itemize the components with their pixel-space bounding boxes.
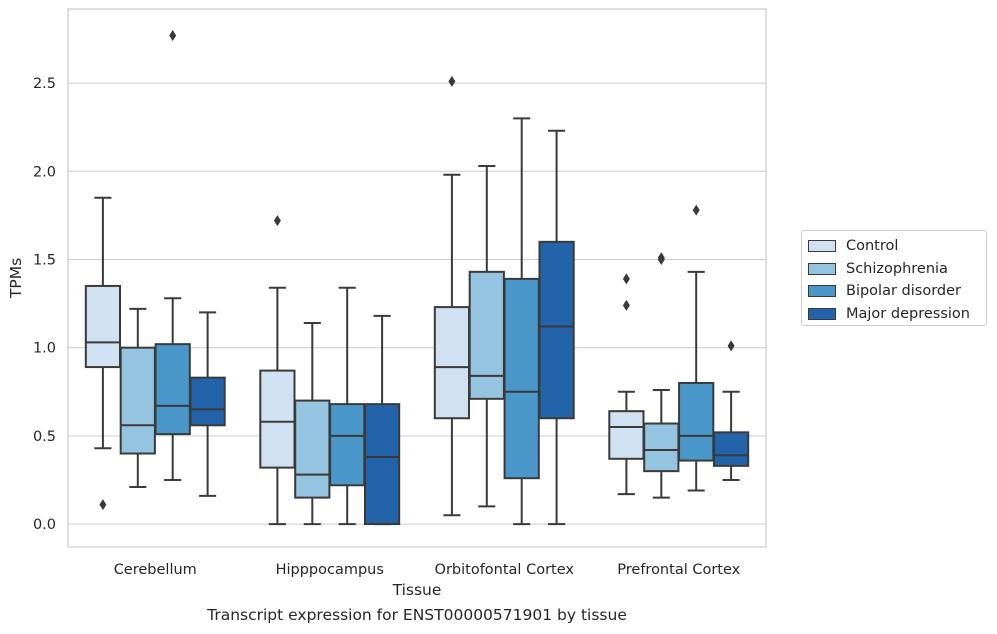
y-axis-label: TPMs: [7, 258, 25, 299]
legend-item-major-depression: Major depression: [802, 303, 986, 326]
box: [329, 403, 366, 487]
legend-swatch-schizophrenia: [808, 262, 836, 275]
box: [363, 403, 401, 526]
box: [538, 240, 575, 420]
x-tick-label: Cerebellum: [114, 562, 197, 578]
box: [643, 422, 680, 473]
box-group: [329, 286, 366, 526]
x-tick-label: Orbitofontal Cortex: [435, 562, 575, 578]
box-group: [712, 340, 750, 481]
box: [189, 376, 226, 427]
outlier-point: [448, 75, 456, 87]
x-tick-label: Hipppocampus: [276, 562, 384, 578]
box-group: [189, 311, 226, 497]
box-group: [259, 215, 296, 526]
box-group: [468, 164, 505, 508]
box-group: [608, 273, 645, 496]
box-marks: [84, 29, 750, 526]
y-tick-label: 0.0: [33, 517, 56, 533]
outlier-point: [273, 215, 281, 227]
x-tick-labels: Cerebellum Hipppocampus Orbitofontal Corte…: [114, 562, 741, 578]
legend-item-schizophrenia: Schizophrenia: [802, 258, 986, 281]
box: [154, 343, 191, 436]
box-group: [643, 252, 680, 499]
y-tick-label: 2.5: [33, 76, 56, 92]
x-axis-label: Tissue: [392, 581, 442, 599]
box: [468, 270, 505, 400]
y-tick-label: 2.0: [33, 164, 56, 180]
box: [503, 277, 540, 480]
box: [119, 346, 156, 455]
outlier-point: [622, 299, 630, 311]
figure-caption: Transcript expression for ENST0000057190…: [207, 606, 627, 624]
legend-label: Schizophrenia: [846, 260, 948, 277]
legend-label: Control: [846, 238, 899, 255]
legend-item-control: Control: [802, 235, 986, 258]
legend-label: Bipolar disorder: [846, 283, 961, 300]
box-group: [119, 307, 156, 489]
box-group: [433, 75, 471, 517]
legend: Control Schizophrenia Bipolar disorder M…: [801, 230, 987, 326]
legend-swatch-major-depression: [808, 307, 836, 320]
outlier-point: [657, 252, 665, 264]
box: [433, 306, 471, 420]
box: [84, 284, 122, 369]
plot-area-frame: [67, 8, 767, 548]
box-group: [503, 117, 540, 526]
legend-item-bipolar-disorder: Bipolar disorder: [802, 280, 986, 303]
y-tick-label: 0.5: [33, 429, 56, 445]
outlier-point: [622, 273, 630, 285]
x-tick-label: Prefrontal Cortex: [617, 562, 740, 578]
box-group: [363, 314, 401, 526]
legend-label: Major depression: [846, 305, 970, 322]
box-group: [678, 204, 715, 492]
y-tick-labels: 0.0 0.5 1.0 1.5 2.0 2.5: [33, 76, 56, 533]
y-tick-label: 1.0: [33, 341, 56, 357]
legend-swatch-bipolar-disorder: [808, 285, 836, 298]
box-group: [294, 321, 331, 526]
outlier-point: [169, 29, 177, 41]
outlier-point: [99, 499, 107, 511]
box: [678, 381, 715, 462]
y-tick-label: 1.5: [33, 252, 56, 268]
outlier-point: [727, 340, 735, 352]
box-group: [154, 29, 191, 481]
box-group: [84, 196, 122, 511]
box: [259, 369, 296, 469]
outlier-point: [692, 204, 700, 216]
box: [294, 399, 331, 499]
box: [608, 410, 645, 460]
box: [712, 431, 750, 467]
box-group: [538, 129, 575, 526]
legend-swatch-control: [808, 240, 836, 253]
